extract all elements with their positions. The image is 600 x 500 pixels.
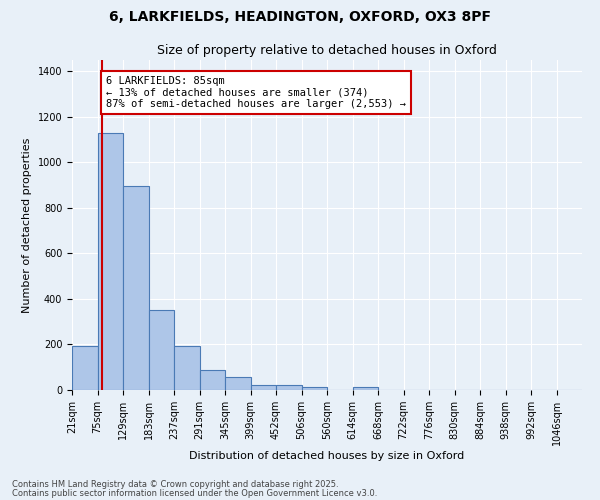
Y-axis label: Number of detached properties: Number of detached properties — [22, 138, 32, 312]
Bar — [72, 346, 97, 390]
Bar — [149, 310, 174, 390]
Bar — [199, 370, 225, 390]
Bar — [302, 388, 327, 390]
Bar — [123, 186, 149, 390]
Bar — [174, 346, 199, 390]
Bar — [97, 133, 123, 390]
X-axis label: Distribution of detached houses by size in Oxford: Distribution of detached houses by size … — [190, 450, 464, 460]
Title: Size of property relative to detached houses in Oxford: Size of property relative to detached ho… — [157, 44, 497, 58]
Bar — [251, 385, 276, 390]
Text: 6 LARKFIELDS: 85sqm
← 13% of detached houses are smaller (374)
87% of semi-detac: 6 LARKFIELDS: 85sqm ← 13% of detached ho… — [106, 76, 406, 109]
Text: Contains HM Land Registry data © Crown copyright and database right 2025.: Contains HM Land Registry data © Crown c… — [12, 480, 338, 489]
Bar — [225, 378, 251, 390]
Text: Contains public sector information licensed under the Open Government Licence v3: Contains public sector information licen… — [12, 488, 377, 498]
Bar — [353, 388, 378, 390]
Text: 6, LARKFIELDS, HEADINGTON, OXFORD, OX3 8PF: 6, LARKFIELDS, HEADINGTON, OXFORD, OX3 8… — [109, 10, 491, 24]
Bar — [276, 386, 302, 390]
